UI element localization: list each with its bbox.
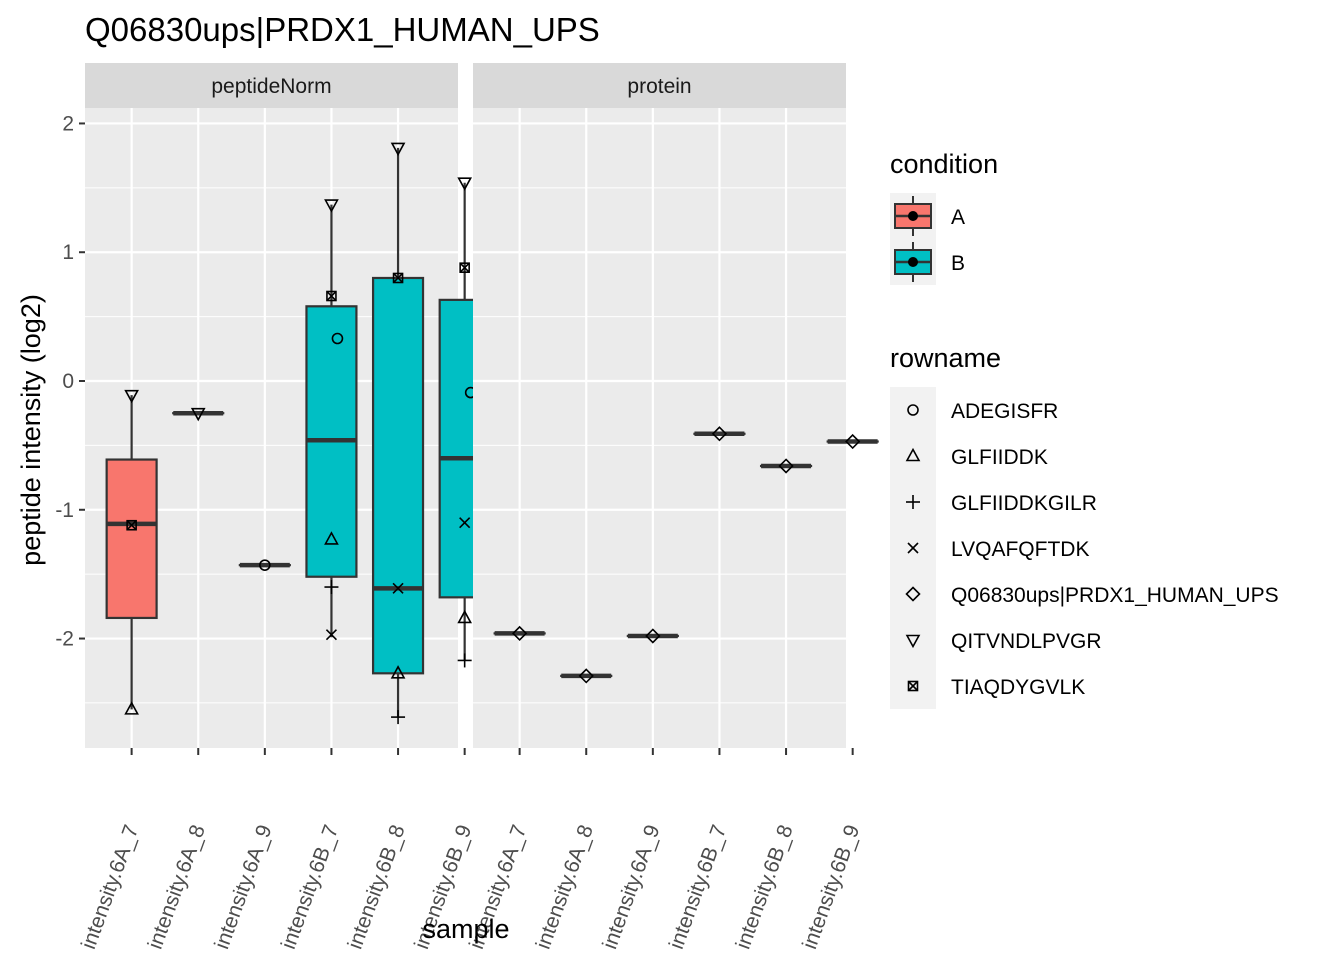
point-Q06830ups|PRDX1_HUMAN_UPS: [845, 433, 861, 450]
x-tick-label: intensity.6A_9: [598, 822, 664, 952]
point-TIAQDYGVLK: [459, 262, 470, 273]
legend-key-background: [890, 387, 936, 433]
legend-key-triangle-up: [905, 447, 921, 462]
point-QITVNDLPVGR: [390, 142, 406, 157]
legend-key-condition-A: [890, 193, 936, 239]
chart-title: Q06830ups|PRDX1_HUMAN_UPS: [85, 11, 600, 48]
x-tick-label: intensity.6A_8: [532, 822, 598, 952]
legend-key-dot: [908, 211, 918, 221]
point-Q06830ups|PRDX1_HUMAN_UPS: [578, 668, 594, 684]
point-QITVNDLPVGR: [457, 177, 473, 191]
legend-key-dot: [908, 257, 918, 267]
point-LVQAFQFTDK: [325, 629, 338, 641]
legend-key-cross: [907, 542, 919, 554]
point-GLFIIDDK: [324, 531, 339, 545]
point-Q06830ups|PRDX1_HUMAN_UPS: [511, 625, 528, 642]
x-tick-label: intensity.6B_7: [277, 822, 343, 952]
point-ADEGISFR: [331, 332, 344, 345]
y-axis-title: peptide intensity (log2): [16, 294, 46, 566]
x-tick-label: intensity.6A_8: [144, 822, 210, 952]
legend-label-rowname: ADEGISFR: [951, 400, 1058, 423]
legend-label-rowname: LVQAFQFTDK: [951, 538, 1089, 561]
point-GLFIIDDKGILR: [324, 580, 339, 595]
facet-strip: [473, 63, 846, 108]
legend-key-plus: [906, 495, 920, 509]
legend-key-background: [890, 617, 936, 663]
box-body: [371, 276, 425, 675]
point-ADEGISFR: [259, 559, 271, 571]
point-GLFIIDDK: [457, 609, 473, 624]
box-intensity.6A_7: [105, 395, 158, 710]
point-GLFIIDDK: [390, 665, 406, 679]
legend-label-rowname: TIAQDYGVLK: [951, 676, 1085, 699]
facet-strip: [85, 63, 458, 108]
point-GLFIIDDKGILR: [457, 653, 472, 668]
legend-label-rowname: QITVNDLPVGR: [951, 630, 1102, 653]
legend-key-square-cross: [907, 680, 919, 692]
y-tick-label: 0: [62, 370, 74, 393]
legend-title-rowname: rowname: [890, 343, 1001, 373]
y-tick-label: 1: [62, 241, 74, 264]
point-Q06830ups|PRDX1_HUMAN_UPS: [778, 458, 794, 474]
legend-key-background: [890, 433, 936, 479]
x-axis-title: sample: [422, 914, 509, 944]
legend-label-condition: B: [951, 252, 965, 275]
point-TIAQDYGVLK: [126, 519, 137, 531]
legend-key-diamond: [905, 586, 921, 602]
point-LVQAFQFTDK: [459, 517, 471, 529]
y-tick-label: 2: [62, 112, 74, 135]
point-LVQAFQFTDK: [392, 582, 404, 594]
legend-key-triangle-down: [905, 634, 921, 649]
box-intensity.6B_8: [371, 147, 425, 718]
x-tick-label: intensity.6A_7: [77, 822, 143, 952]
point-GLFIIDDKGILR: [391, 710, 406, 725]
point-GLFIIDDK: [124, 701, 139, 715]
y-tick-label: -2: [55, 628, 74, 651]
x-tick-label: intensity.6A_9: [210, 822, 276, 952]
point-Q06830ups|PRDX1_HUMAN_UPS: [645, 628, 661, 644]
panel-background: [473, 108, 846, 748]
legend-key-background: [890, 571, 936, 617]
y-tick-label: -1: [55, 499, 74, 522]
legend-key-circle: [907, 404, 919, 416]
point-TIAQDYGVLK: [392, 272, 404, 284]
point-QITVNDLPVGR: [124, 389, 139, 404]
point-Q06830ups|PRDX1_HUMAN_UPS: [711, 426, 728, 442]
point-TIAQDYGVLK: [326, 290, 337, 302]
legend-key-condition-B: [890, 239, 936, 285]
x-tick-label: intensity.6B_9: [798, 822, 864, 952]
facet-strip-label: protein: [627, 75, 691, 98]
legend-title-condition: condition: [890, 149, 998, 179]
facet-strip-label: peptideNorm: [211, 75, 331, 98]
point-QITVNDLPVGR: [190, 407, 206, 422]
legend-label-rowname: GLFIIDDKGILR: [951, 492, 1097, 515]
legend-label-condition: A: [951, 206, 965, 229]
x-tick-label: intensity.6B_7: [665, 822, 731, 952]
box-body: [105, 458, 158, 620]
x-tick-label: intensity.6B_8: [732, 822, 798, 952]
legend-label-rowname: GLFIIDDK: [951, 446, 1048, 469]
legend-label-rowname: Q06830ups|PRDX1_HUMAN_UPS: [951, 584, 1279, 607]
x-tick-label: intensity.6B_8: [344, 822, 410, 952]
point-QITVNDLPVGR: [324, 199, 339, 213]
